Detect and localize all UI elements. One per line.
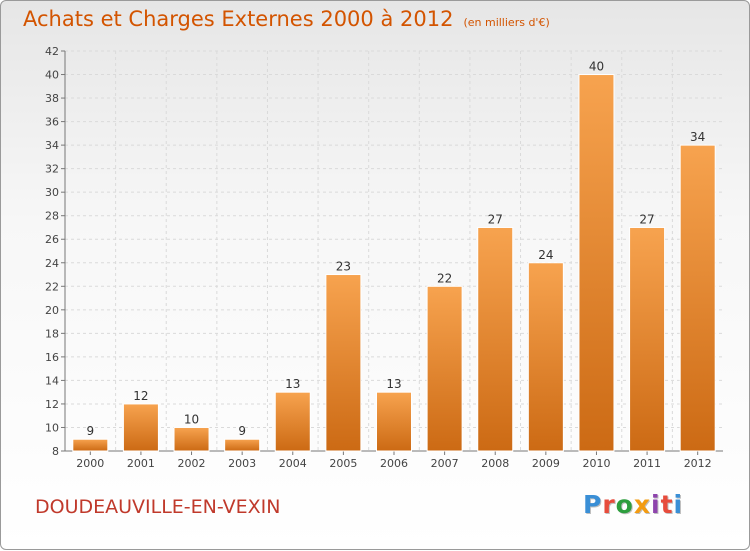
y-tick-label: 40 (45, 69, 59, 82)
x-tick-label-2004: 2004 (279, 457, 307, 470)
x-tick-label-2003: 2003 (228, 457, 256, 470)
value-label-2006: 13 (386, 377, 401, 391)
bar-2006 (376, 391, 412, 452)
bar-2008 (477, 226, 514, 452)
y-tick-label: 38 (45, 92, 59, 105)
bar-2012 (679, 144, 716, 452)
value-label-2003: 9 (238, 424, 246, 438)
y-tick-label: 26 (45, 233, 59, 246)
y-tick-label: 34 (45, 139, 59, 152)
x-tick-label-2009: 2009 (532, 457, 560, 470)
value-label-2012: 34 (690, 130, 705, 144)
y-tick-label: 36 (45, 116, 59, 129)
bar-2000 (72, 438, 109, 452)
value-label-2009: 24 (538, 248, 553, 262)
y-tick-label: 16 (45, 351, 59, 364)
proxiti-logo[interactable]: Proxiti (583, 490, 683, 519)
x-tick-label-2008: 2008 (481, 457, 509, 470)
x-tick-label-2005: 2005 (329, 457, 357, 470)
value-label-2010: 40 (589, 60, 604, 74)
value-label-2008: 27 (488, 212, 503, 226)
y-tick-label: 8 (52, 445, 59, 458)
x-tick-label-2001: 2001 (127, 457, 155, 470)
logo-letter: i (651, 490, 661, 519)
bar-2003 (224, 438, 261, 452)
x-tick-label-2012: 2012 (684, 457, 712, 470)
x-tick-label-2000: 2000 (76, 457, 104, 470)
y-tick-label: 18 (45, 327, 59, 340)
logo-letter: r (602, 490, 616, 519)
chart-title: Achats et Charges Externes 2000 à 2012 (e… (23, 7, 550, 31)
bar-2010 (578, 74, 615, 452)
commune-name: DOUDEAUVILLE-EN-VEXIN (35, 496, 281, 518)
logo-letter: i (673, 490, 684, 519)
bar-2001 (122, 403, 159, 452)
value-label-2000: 9 (86, 424, 94, 438)
y-tick-label: 28 (45, 210, 59, 223)
y-tick-label: 22 (45, 280, 59, 293)
bar-2004 (274, 391, 311, 452)
y-tick-label: 42 (45, 45, 59, 58)
y-tick-label: 30 (45, 186, 59, 199)
x-tick-label-2007: 2007 (431, 457, 459, 470)
y-tick-label: 24 (45, 257, 59, 270)
y-tick-label: 12 (45, 398, 59, 411)
data-labels: 9 12 10 9 13 23 13 22 27 24 40 27 34 (86, 60, 705, 439)
bar-2007 (426, 285, 463, 452)
value-label-2005: 23 (336, 260, 351, 274)
title-text: Achats et Charges Externes 2000 à 2012 (23, 7, 454, 31)
y-tick-label: 20 (45, 304, 59, 317)
bars (72, 74, 716, 452)
logo-letter: x (633, 490, 651, 519)
value-label-2007: 22 (437, 271, 452, 285)
y-tick-label: 10 (45, 421, 59, 434)
value-label-2002: 10 (184, 412, 199, 426)
value-label-2004: 13 (285, 377, 300, 391)
x-tick-label-2010: 2010 (582, 457, 610, 470)
x-tick-label-2002: 2002 (178, 457, 206, 470)
logo-letter: P (583, 490, 603, 519)
bar-2011 (629, 226, 666, 452)
x-tick-label-2006: 2006 (380, 457, 408, 470)
bar-2002 (173, 426, 210, 452)
bar-2009 (527, 262, 564, 452)
value-label-2011: 27 (639, 212, 654, 226)
bar-2005 (325, 274, 362, 452)
chart-subtitle: (en milliers d'€) (463, 16, 550, 29)
logo-letter: o (615, 490, 634, 519)
y-tick-label: 14 (45, 374, 59, 387)
x-tick-label-2011: 2011 (633, 457, 661, 470)
value-label-2001: 12 (133, 389, 148, 403)
y-tick-label: 32 (45, 163, 59, 176)
logo-letter: t (660, 490, 674, 519)
